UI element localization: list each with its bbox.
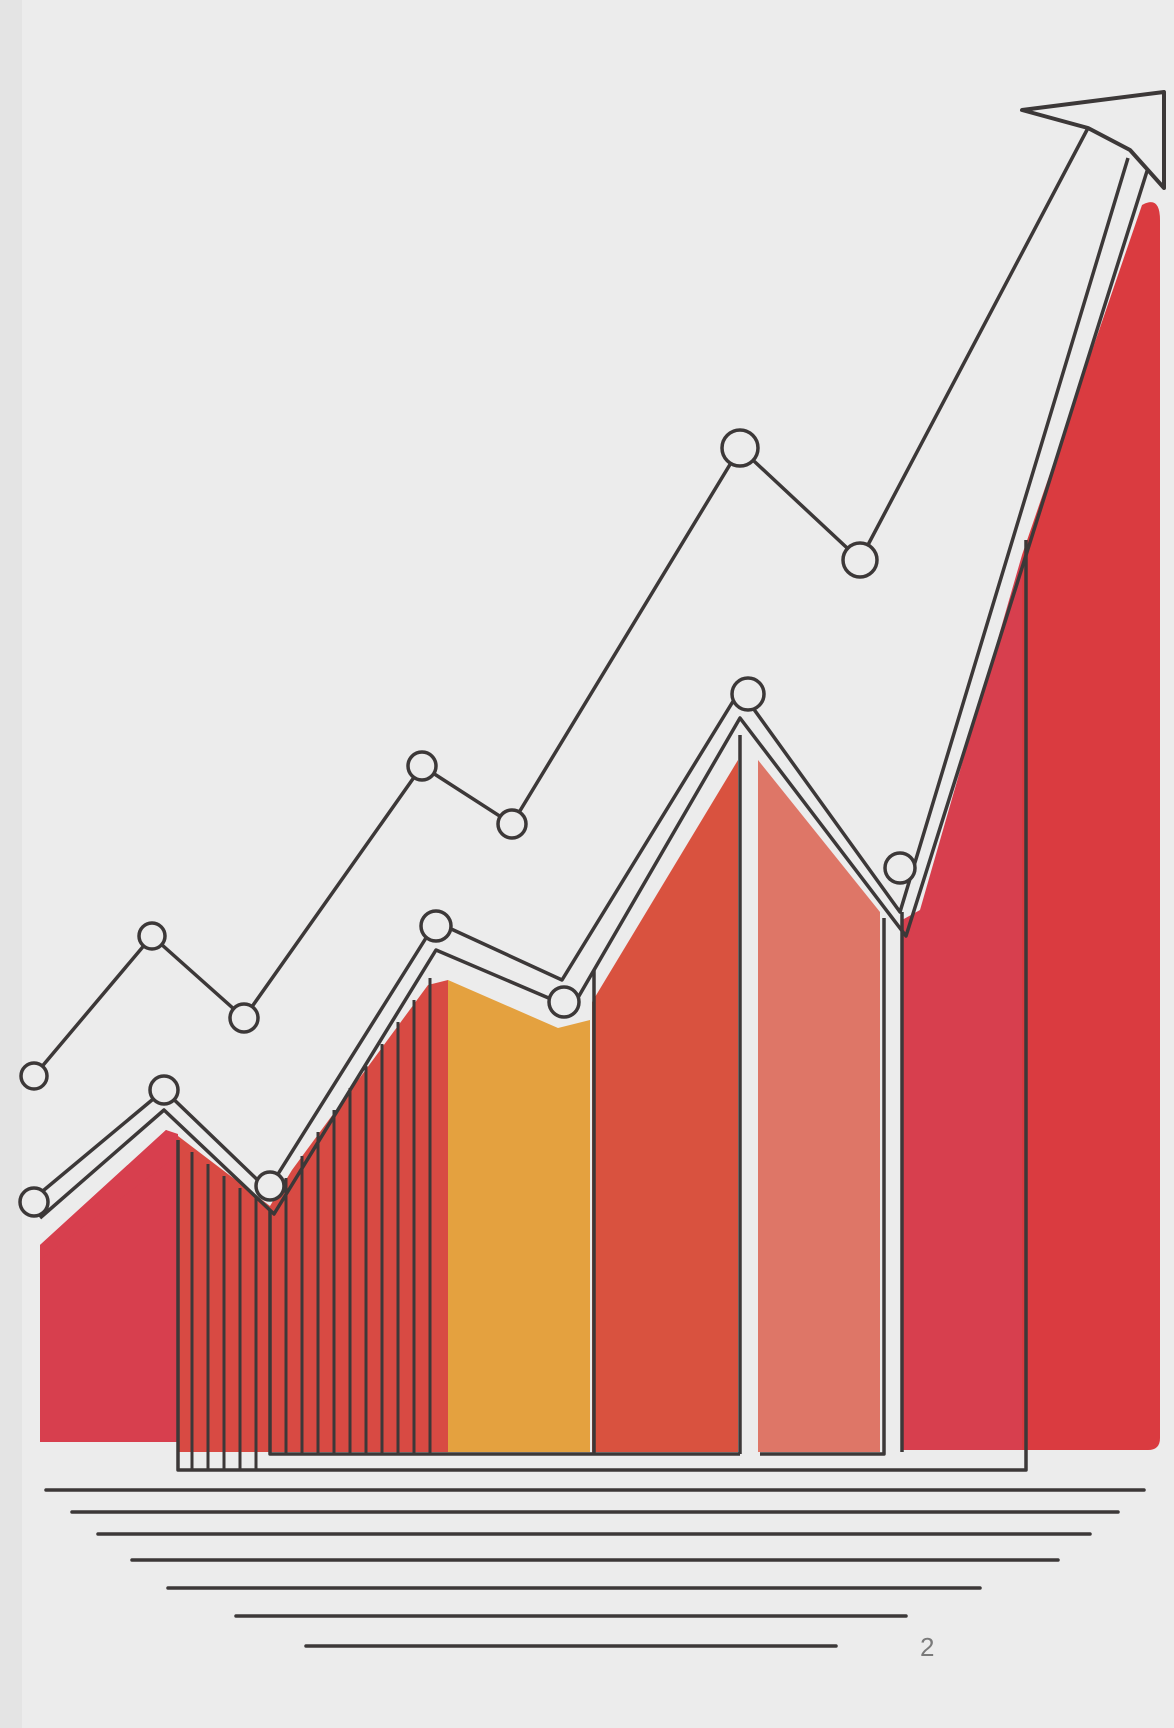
marker-upper-4: [406, 750, 438, 782]
area-striped-red: [178, 980, 448, 1452]
bar-outlines: [176, 540, 1028, 1472]
colored-areas: [40, 202, 1160, 1452]
marker-lower-1: [18, 1186, 50, 1218]
lower-trend-line: [30, 157, 1150, 1220]
trend-arrow-icon: [1020, 90, 1166, 190]
upper-trend-line: [32, 127, 1090, 1078]
marker-upper-2: [137, 921, 167, 951]
outline-left-bracket: [176, 540, 1028, 1472]
marker-lower-2: [148, 1074, 180, 1106]
upper-line: [32, 127, 1090, 1078]
area-salmon: [758, 760, 880, 1452]
marker-lower-6: [730, 676, 766, 712]
stripe-lines: [190, 978, 432, 1470]
marker-lower-7: [883, 851, 917, 885]
marker-lower-3: [254, 1170, 286, 1202]
area-red-tall: [1022, 202, 1160, 1451]
marker-upper-7: [841, 541, 879, 579]
ground-lines: [44, 1488, 1146, 1648]
area-crimson-right: [902, 555, 1022, 1450]
marker-upper-5: [496, 808, 528, 840]
area-left-crimson-top: [40, 1130, 178, 1260]
lower-line-outer: [30, 157, 1130, 1202]
area-left-crimson: [40, 1130, 178, 1442]
outline-base-bar: [268, 1210, 740, 1456]
marker-upper-1: [19, 1061, 49, 1091]
arrow-head: [1020, 90, 1166, 190]
area-amber: [448, 980, 590, 1452]
outline-salmon: [760, 918, 886, 1456]
data-point-markers: [18, 428, 917, 1218]
marker-lower-5: [547, 985, 581, 1019]
marker-upper-6: [720, 428, 760, 468]
area-orange-red: [592, 760, 738, 1452]
page-edge-shade: [0, 0, 22, 1728]
marker-lower-4: [419, 909, 453, 943]
page-number: 2: [920, 1632, 935, 1662]
lower-line-inner: [38, 167, 1150, 1220]
marker-upper-3: [228, 1002, 260, 1034]
